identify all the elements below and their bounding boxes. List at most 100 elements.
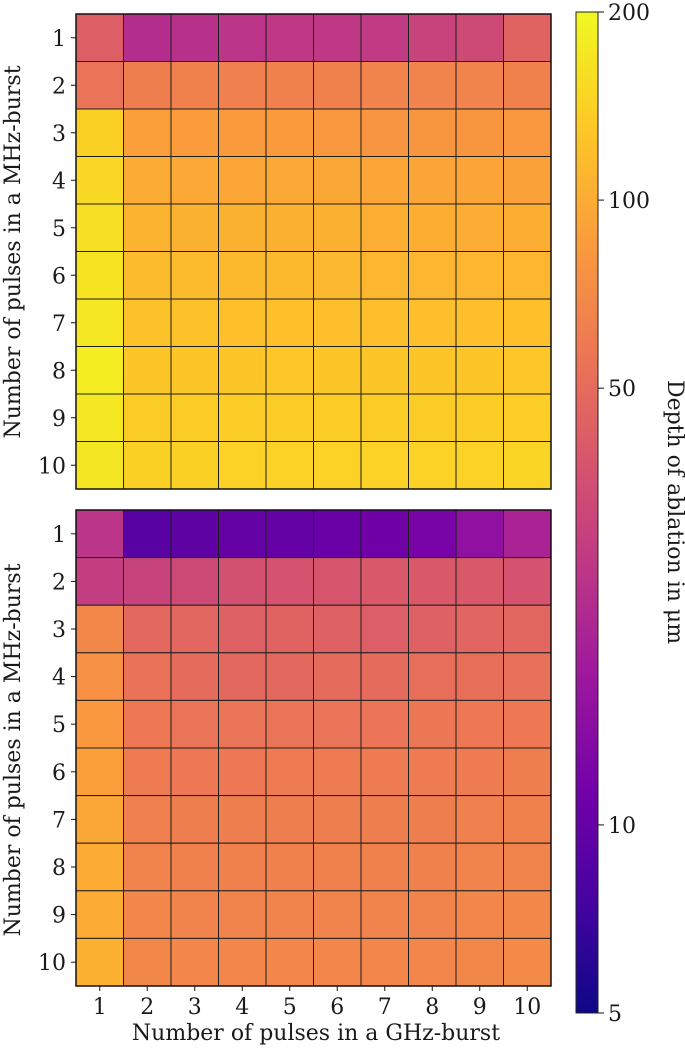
y-tick-label-bottom-2: 2 bbox=[52, 570, 66, 595]
heatmap-cell-bottom-r2-c9 bbox=[455, 557, 504, 606]
heatmap-cell-bottom-r7-c7 bbox=[360, 795, 409, 844]
heatmap-cell-bottom-r6-c1 bbox=[75, 747, 124, 797]
heatmap-cell-bottom-r1-c4 bbox=[218, 509, 267, 559]
heatmap-cell-bottom-r4-c3 bbox=[170, 652, 219, 701]
heatmap-cell-top-r5-c1 bbox=[75, 203, 124, 252]
heatmap-cell-top-r1-c5 bbox=[265, 13, 314, 62]
heatmap-cell-bottom-r6-c9 bbox=[455, 747, 504, 797]
heatmap-cell-top-r2-c3 bbox=[170, 61, 219, 110]
heatmap-cell-top-r2-c5 bbox=[265, 61, 314, 110]
x-tick-label-9: 9 bbox=[473, 995, 487, 1020]
heatmap-cell-top-r5-c5 bbox=[265, 203, 314, 252]
heatmap-cell-top-r4-c7 bbox=[360, 156, 409, 205]
heatmap-cell-top-r8-c8 bbox=[408, 346, 457, 395]
heatmap-cell-top-r6-c1 bbox=[75, 251, 124, 300]
heatmap-cell-bottom-r6-c5 bbox=[265, 747, 314, 797]
heatmap-cell-bottom-r1-c8 bbox=[408, 509, 457, 559]
heatmap-cell-top-r1-c7 bbox=[360, 13, 409, 62]
heatmap-cell-top-r10-c2 bbox=[123, 441, 172, 490]
x-tick-label-4: 4 bbox=[235, 995, 249, 1020]
heatmap-cell-top-r8-c4 bbox=[218, 346, 267, 395]
heatmap-cell-top-r4-c2 bbox=[123, 156, 172, 205]
heatmap-cell-bottom-r6-c8 bbox=[408, 747, 457, 797]
heatmap-cell-top-r8-c2 bbox=[123, 346, 172, 395]
heatmap-cell-top-r9-c3 bbox=[170, 393, 219, 442]
heatmap-cell-bottom-r9-c9 bbox=[455, 890, 504, 939]
x-tick-label-1: 1 bbox=[93, 995, 107, 1020]
heatmap-cell-top-r1-c6 bbox=[313, 13, 362, 62]
heatmap-cell-bottom-r7-c6 bbox=[313, 795, 362, 844]
y-tick-label-bottom-9: 9 bbox=[52, 904, 66, 929]
heatmap-cell-top-r4-c3 bbox=[170, 156, 219, 205]
heatmap-cell-bottom-r2-c4 bbox=[218, 557, 267, 606]
heatmap-cell-top-r7-c1 bbox=[75, 298, 124, 347]
heatmap-cell-top-r8-c1 bbox=[75, 346, 124, 395]
heatmap-cell-top-r10-c8 bbox=[408, 441, 457, 490]
heatmap-cell-bottom-r1-c9 bbox=[455, 509, 504, 559]
heatmap-cell-top-r7-c9 bbox=[455, 298, 504, 347]
heatmap-frame-bottom bbox=[75, 509, 552, 987]
heatmap-cell-bottom-r9-c4 bbox=[218, 890, 267, 939]
y-tick-label-top-4: 4 bbox=[52, 169, 66, 194]
heatmap-cell-top-r9-c7 bbox=[360, 393, 409, 442]
heatmap-cell-top-r4-c4 bbox=[218, 156, 267, 205]
heatmap-cell-top-r7-c4 bbox=[218, 298, 267, 347]
heatmap-cell-bottom-r7-c8 bbox=[408, 795, 457, 844]
heatmap-cell-top-r10-c1 bbox=[75, 441, 124, 490]
heatmap-cell-top-r5-c10 bbox=[503, 203, 552, 252]
y-tick-label-bottom-3: 3 bbox=[52, 618, 66, 643]
heatmap-cell-bottom-r1-c6 bbox=[313, 509, 362, 559]
x-axis-label: Number of pulses in a GHz-burst bbox=[132, 1021, 500, 1046]
heatmap-cell-top-r2-c8 bbox=[408, 61, 457, 110]
heatmap-cell-top-r3-c9 bbox=[455, 108, 504, 157]
y-axis-label-bottom: Number of pulses in a MHz-burst bbox=[1, 563, 26, 936]
heatmap-cell-bottom-r9-c3 bbox=[170, 890, 219, 939]
x-tick-label-3: 3 bbox=[188, 995, 202, 1020]
heatmap-cell-top-r6-c10 bbox=[503, 251, 552, 300]
heatmap-cell-top-r7-c7 bbox=[360, 298, 409, 347]
heatmap-cell-top-r5-c3 bbox=[170, 203, 219, 252]
heatmap-cell-bottom-r3-c9 bbox=[455, 604, 504, 654]
heatmap-cell-top-r5-c6 bbox=[313, 203, 362, 252]
y-tick-label-bottom-10: 10 bbox=[38, 951, 66, 976]
heatmap-cell-top-r4-c8 bbox=[408, 156, 457, 205]
heatmap-cell-bottom-r8-c7 bbox=[360, 842, 409, 892]
x-tick-label-5: 5 bbox=[283, 995, 297, 1020]
heatmap-cell-bottom-r7-c4 bbox=[218, 795, 267, 844]
heatmap-cell-top-r4-c9 bbox=[455, 156, 504, 205]
heatmap-cell-top-r8-c9 bbox=[455, 346, 504, 395]
heatmap-cell-bottom-r1-c10 bbox=[503, 509, 552, 559]
heatmap-cell-bottom-r1-c3 bbox=[170, 509, 219, 559]
heatmap-cell-bottom-r4-c4 bbox=[218, 652, 267, 701]
heatmap-cell-bottom-r2-c7 bbox=[360, 557, 409, 606]
heatmap-cell-top-r3-c3 bbox=[170, 108, 219, 157]
x-tick-label-6: 6 bbox=[330, 995, 344, 1020]
heatmap-cell-bottom-r7-c10 bbox=[503, 795, 552, 844]
heatmap-cell-top-r6-c9 bbox=[455, 251, 504, 300]
heatmap-cell-top-r6-c8 bbox=[408, 251, 457, 300]
heatmap-cell-bottom-r4-c7 bbox=[360, 652, 409, 701]
heatmap-cell-top-r9-c5 bbox=[265, 393, 314, 442]
heatmap-cell-top-r8-c6 bbox=[313, 346, 362, 395]
heatmap-cell-bottom-r8-c6 bbox=[313, 842, 362, 892]
heatmap-cell-top-r4-c6 bbox=[313, 156, 362, 205]
heatmap-cell-bottom-r1-c7 bbox=[360, 509, 409, 559]
heatmap-cell-bottom-r5-c1 bbox=[75, 699, 124, 749]
heatmap-cell-bottom-r10-c4 bbox=[218, 937, 267, 987]
heatmap-cell-bottom-r5-c9 bbox=[455, 699, 504, 749]
heatmap-cell-bottom-r4-c2 bbox=[123, 652, 172, 701]
heatmap-cell-bottom-r6-c2 bbox=[123, 747, 172, 797]
heatmap-cell-bottom-r4-c6 bbox=[313, 652, 362, 701]
heatmap-cell-top-r6-c3 bbox=[170, 251, 219, 300]
y-tick-label-bottom-6: 6 bbox=[52, 761, 66, 786]
heatmap-cell-bottom-r8-c8 bbox=[408, 842, 457, 892]
heatmap-cell-bottom-r9-c10 bbox=[503, 890, 552, 939]
y-tick-label-bottom-7: 7 bbox=[52, 808, 66, 833]
heatmap-cell-bottom-r4-c1 bbox=[75, 652, 124, 701]
heatmap-cell-bottom-r6-c4 bbox=[218, 747, 267, 797]
heatmap-cell-top-r1-c3 bbox=[170, 13, 219, 62]
heatmap-cell-bottom-r5-c8 bbox=[408, 699, 457, 749]
heatmap-cell-top-r7-c6 bbox=[313, 298, 362, 347]
heatmap-cell-top-r5-c8 bbox=[408, 203, 457, 252]
heatmap-cell-bottom-r3-c10 bbox=[503, 604, 552, 654]
